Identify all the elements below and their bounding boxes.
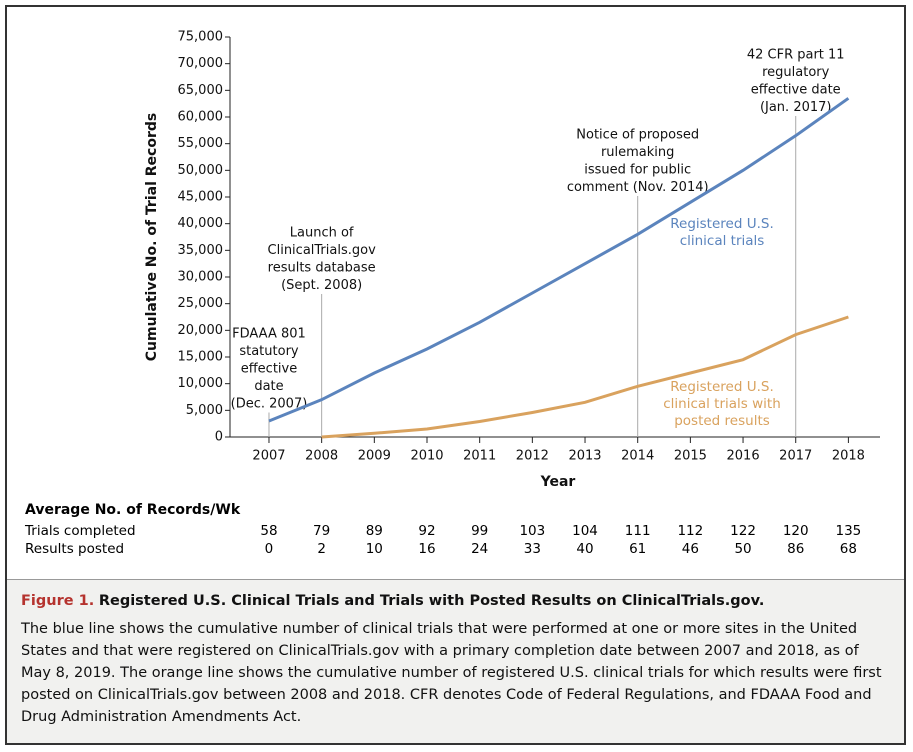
x-tick-label: 2014 — [621, 449, 654, 464]
y-tick-label: 10,000 — [178, 376, 224, 391]
table-cell: 89 — [365, 523, 383, 539]
table-cell: 135 — [835, 523, 862, 539]
annotation-text: effective — [241, 361, 298, 376]
table-cell: 104 — [572, 523, 598, 539]
annotation-text: 42 CFR part 11 — [747, 47, 845, 62]
caption: Figure 1. Registered U.S. Clinical Trial… — [7, 579, 904, 743]
y-tick-label: 30,000 — [178, 270, 224, 285]
row-label: Trials completed — [25, 523, 136, 539]
y-tick-label: 5,000 — [186, 403, 223, 418]
annotation-text: Notice of proposed — [576, 127, 699, 142]
x-tick-label: 2008 — [305, 449, 338, 464]
x-tick-label: 2018 — [832, 449, 865, 464]
annotation-text: ClinicalTrials.gov — [268, 243, 377, 258]
y-tick-label: 0 — [215, 430, 223, 445]
annotation-text: effective date — [751, 82, 841, 97]
annotation-text: issued for public — [584, 162, 691, 177]
x-tick-label: 2013 — [568, 449, 601, 464]
table-cell: 61 — [629, 541, 647, 557]
chart: Cumulative No. of Trial Records Year 0 5,… — [144, 30, 880, 490]
table-cell: 111 — [624, 523, 651, 539]
annotation-text: (Dec. 2007) — [231, 396, 308, 411]
records-table: Average No. of Records/Wk Trials complete… — [0, 500, 913, 570]
table-cell: 58 — [260, 523, 278, 539]
table-cell: 2 — [317, 541, 326, 557]
series-label: Registered U.S. clinical trials with pos… — [663, 379, 781, 429]
table-cell: 122 — [730, 523, 756, 539]
x-tick-label: 2017 — [779, 449, 812, 464]
x-tick-label: 2011 — [463, 449, 496, 464]
table-cell: 0 — [264, 541, 274, 557]
x-tick-label: 2007 — [252, 449, 285, 464]
y-tick-label: 45,000 — [178, 190, 224, 205]
y-axis-label: Cumulative No. of Trial Records — [144, 113, 160, 361]
table-cell: 10 — [365, 541, 383, 557]
table-cell: 46 — [681, 541, 699, 557]
annotation-text: Launch of — [290, 225, 354, 240]
y-tick-label: 75,000 — [178, 30, 224, 45]
y-tick-label: 65,000 — [178, 83, 224, 98]
series-line — [321, 315, 849, 439]
y-tick-label: 70,000 — [178, 56, 224, 71]
table-cell: 33 — [523, 541, 541, 557]
annotation-text: FDAAA 801 — [232, 326, 306, 341]
y-tick-label: 40,000 — [178, 216, 224, 231]
series-label: Registered U.S. clinical trials — [670, 216, 774, 249]
annotation-text: (Sept. 2008) — [281, 278, 362, 293]
series-line — [268, 97, 850, 423]
annotation-text: results database — [268, 260, 376, 275]
table-cell: 99 — [471, 523, 489, 539]
caption-body: The blue line shows the cumulative numbe… — [21, 621, 882, 725]
annotation-text: regulatory — [762, 65, 830, 80]
table-cell: 103 — [519, 523, 546, 539]
y-tick-label: 55,000 — [178, 136, 224, 151]
annotation-text: comment (Nov. 2014) — [567, 180, 709, 195]
table-cell: 92 — [418, 523, 436, 539]
y-tick-label: 35,000 — [178, 243, 224, 258]
y-tick-label: 50,000 — [178, 163, 224, 178]
table-cell: 40 — [576, 541, 594, 557]
y-tick-label: 20,000 — [178, 323, 224, 338]
x-tick-label: 2009 — [358, 449, 391, 464]
figure-number: Figure 1. — [21, 593, 95, 609]
x-tick-label: 2010 — [410, 449, 443, 464]
x-tick-label: 2012 — [516, 449, 549, 464]
caption-title: Registered U.S. Clinical Trials and Tria… — [98, 593, 765, 609]
x-axis-label: Year — [540, 474, 576, 490]
table-title: Average No. of Records/Wk — [25, 502, 241, 518]
table-cell: 68 — [839, 541, 857, 557]
table-cell: 16 — [418, 541, 436, 557]
x-tick-label: 2015 — [674, 449, 707, 464]
table-cell: 24 — [471, 541, 489, 557]
y-tick-label: 25,000 — [178, 296, 224, 311]
annotation-text: (Jan. 2017) — [760, 100, 832, 115]
table-cell: 79 — [313, 523, 331, 539]
annotation-text: statutory — [239, 344, 299, 359]
table-cell: 120 — [782, 523, 809, 539]
table-cell: 86 — [787, 541, 805, 557]
figure-frame — [5, 5, 906, 745]
y-tick-label: 15,000 — [178, 350, 224, 365]
table-cell: 50 — [734, 541, 752, 557]
annotation-text: rulemaking — [601, 145, 674, 160]
table-cell: 112 — [677, 523, 704, 539]
y-tick-label: 60,000 — [178, 110, 224, 125]
annotation-text: date — [254, 379, 283, 394]
x-tick-label: 2016 — [727, 449, 760, 464]
row-label: Results posted — [25, 541, 125, 557]
